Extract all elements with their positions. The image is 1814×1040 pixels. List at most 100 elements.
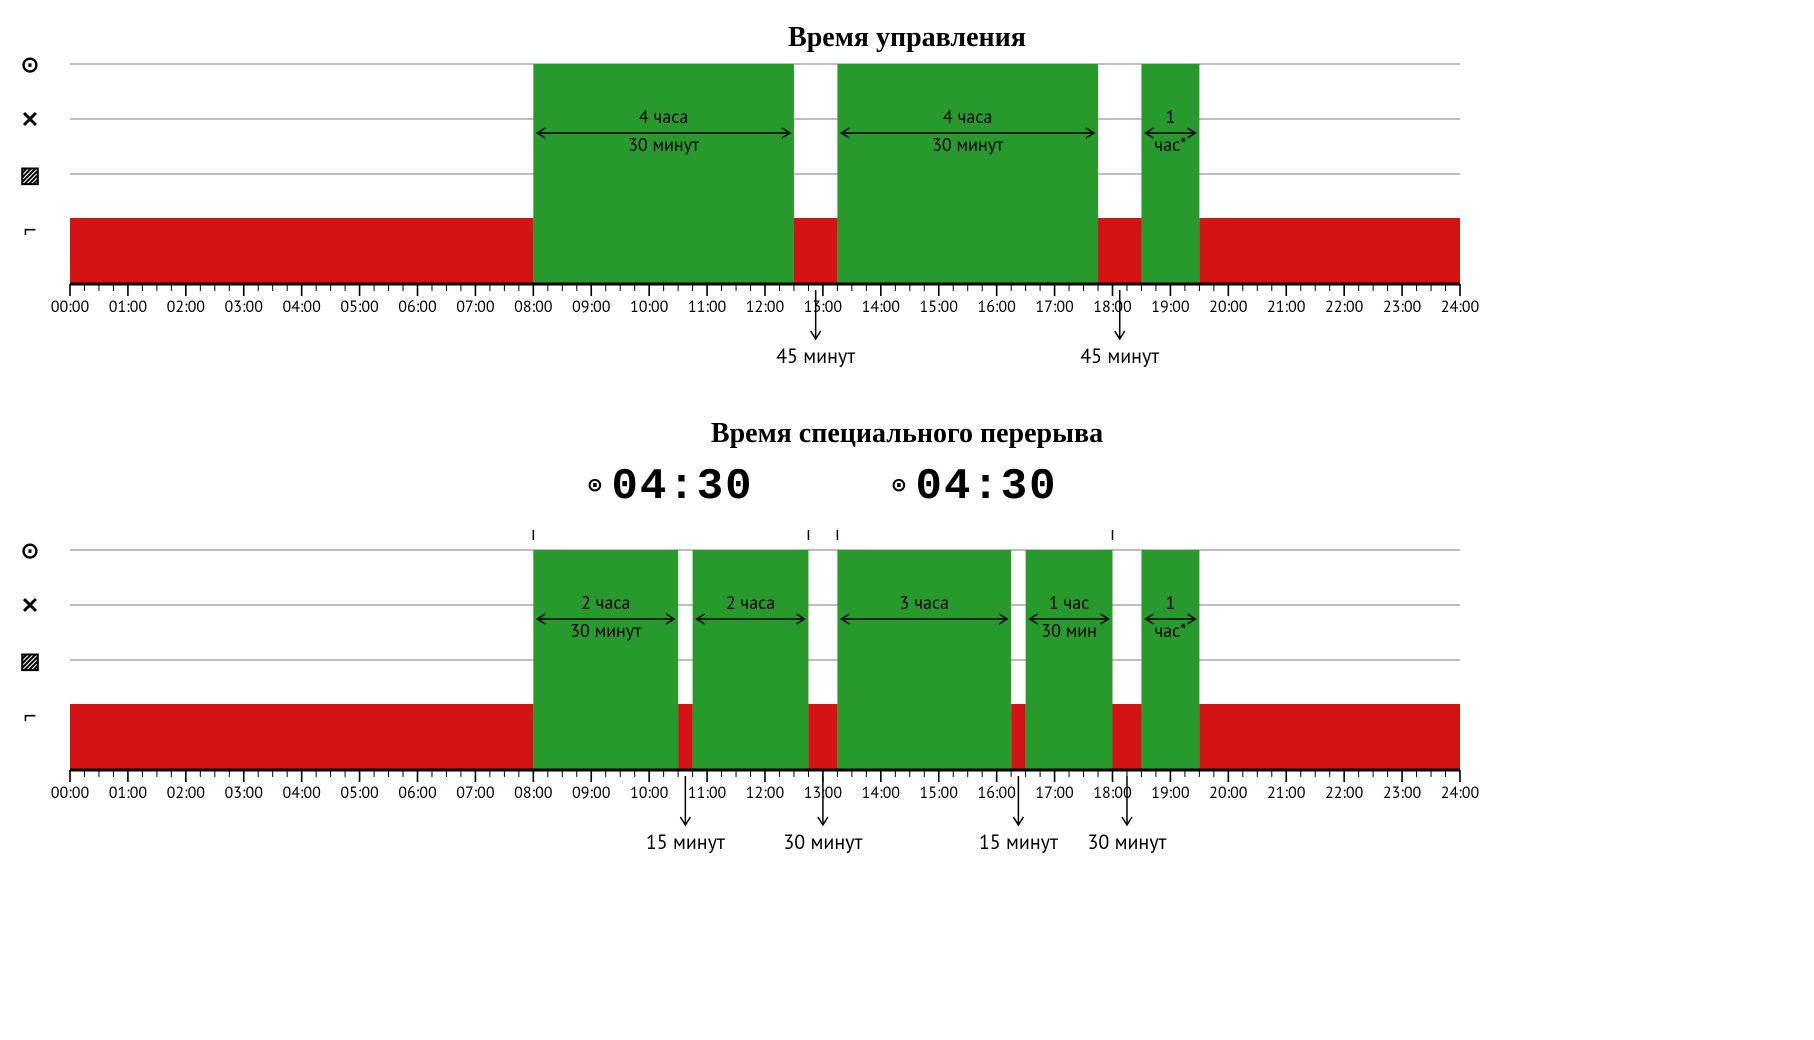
- rest-segment: [70, 704, 533, 770]
- break-label: 45 минут: [1080, 343, 1159, 369]
- row-icon: ✕: [21, 592, 39, 620]
- clock-readout: ⊙04:30: [551, 462, 791, 512]
- hour-label: 02:00: [167, 783, 206, 803]
- row-icon: ⌐: [24, 702, 37, 730]
- hour-label: 22:00: [1325, 297, 1364, 317]
- segment-label-line2: 30 минут: [932, 133, 1004, 156]
- chart-title: Время специального перерыва: [0, 418, 1814, 450]
- segment-label-line1: 1: [1166, 105, 1176, 128]
- hour-label: 10:00: [630, 297, 669, 317]
- rest-segment: [678, 704, 692, 770]
- timeline-chart: ⊙ ✕ ▨ ⌐ 2 часа 30 минут 2 часа 3 часа 1 час 30 ми…: [0, 530, 1814, 870]
- hour-label: 20:00: [1209, 297, 1248, 317]
- hour-label: 20:00: [1209, 783, 1248, 803]
- segment-label-line2: час*: [1154, 133, 1186, 156]
- row-icon: ✕: [21, 106, 39, 134]
- hour-label: 14:00: [862, 783, 901, 803]
- hour-label: 15:00: [920, 783, 959, 803]
- hour-label: 18:00: [1093, 783, 1132, 803]
- segment-label-line1: 1: [1166, 591, 1176, 614]
- hour-label: 18:00: [1093, 297, 1132, 317]
- drive-segment: [837, 64, 1098, 284]
- rest-segment: [1113, 704, 1142, 770]
- break-label: 30 минут: [783, 829, 862, 855]
- hour-label: 21:00: [1267, 297, 1306, 317]
- hour-label: 09:00: [572, 783, 611, 803]
- hour-label: 07:00: [456, 783, 495, 803]
- rest-segment: [70, 218, 533, 284]
- timeline-chart: ⊙ ✕ ▨ ⌐ 4 часа 30 минут 4 часа 30 минут 1 час* 00:…: [0, 44, 1814, 384]
- hour-label: 11:00: [688, 783, 727, 803]
- hour-label: 05:00: [340, 783, 379, 803]
- break-label: 15 минут: [646, 829, 725, 855]
- rest-segment: [794, 218, 837, 284]
- segment-label-line2: час*: [1154, 619, 1186, 642]
- segment-label-line1: 2 часа: [726, 591, 775, 614]
- hour-label: 03:00: [225, 783, 264, 803]
- hour-label: 23:00: [1383, 297, 1422, 317]
- break-label: 45 минут: [776, 343, 855, 369]
- rest-segment: [1199, 704, 1460, 770]
- row-icon: ▨: [20, 161, 41, 189]
- hour-label: 00:00: [51, 297, 90, 317]
- hour-label: 24:00: [1441, 783, 1480, 803]
- drive-segment: [1141, 550, 1199, 770]
- hour-label: 21:00: [1267, 783, 1306, 803]
- rest-segment: [1199, 218, 1460, 284]
- hour-label: 00:00: [51, 783, 90, 803]
- hour-label: 22:00: [1325, 783, 1364, 803]
- clock-readout: ⊙04:30: [855, 462, 1095, 512]
- segment-label-line1: 3 часа: [900, 591, 949, 614]
- drive-segment: [533, 550, 678, 770]
- break-label: 15 минут: [979, 829, 1058, 855]
- brace: [837, 530, 1112, 540]
- drive-segment: [533, 64, 794, 284]
- hour-label: 11:00: [688, 297, 727, 317]
- hour-label: 16:00: [977, 297, 1016, 317]
- hour-label: 16:00: [977, 783, 1016, 803]
- hour-label: 17:00: [1035, 783, 1074, 803]
- hour-label: 12:00: [746, 783, 785, 803]
- hour-label: 08:00: [514, 297, 553, 317]
- hour-label: 15:00: [920, 297, 959, 317]
- segment-label-line2: 30 минут: [628, 133, 700, 156]
- hour-label: 05:00: [340, 297, 379, 317]
- drive-segment: [837, 550, 1011, 770]
- hour-label: 06:00: [398, 297, 437, 317]
- hour-label: 17:00: [1035, 297, 1074, 317]
- hour-label: 19:00: [1151, 783, 1190, 803]
- drive-segment: [693, 550, 809, 770]
- rest-segment: [1098, 218, 1141, 284]
- rest-segment: [808, 704, 837, 770]
- hour-label: 13:00: [804, 297, 843, 317]
- segment-label-line1: 1 час: [1049, 591, 1089, 614]
- hour-label: 04:00: [282, 783, 321, 803]
- hour-label: 23:00: [1383, 783, 1422, 803]
- brace: [533, 530, 808, 540]
- row-icon: ⊙: [21, 537, 39, 565]
- row-icon: ▨: [20, 647, 41, 675]
- hour-label: 03:00: [225, 297, 264, 317]
- row-icon: ⌐: [24, 216, 37, 244]
- hour-label: 14:00: [862, 297, 901, 317]
- segment-label-line2: 30 минут: [570, 619, 642, 642]
- drive-segment: [1141, 64, 1199, 284]
- segment-label-line1: 4 часа: [639, 105, 688, 128]
- hour-label: 10:00: [630, 783, 669, 803]
- hour-label: 01:00: [109, 297, 148, 317]
- row-icon: ⊙: [21, 51, 39, 79]
- hour-label: 09:00: [572, 297, 611, 317]
- hour-label: 19:00: [1151, 297, 1190, 317]
- drive-segment: [1026, 550, 1113, 770]
- break-label: 30 минут: [1087, 829, 1166, 855]
- hour-label: 06:00: [398, 783, 437, 803]
- hour-label: 02:00: [167, 297, 206, 317]
- hour-label: 12:00: [746, 297, 785, 317]
- segment-label-line2: 30 мин: [1041, 619, 1097, 642]
- hour-label: 24:00: [1441, 297, 1480, 317]
- hour-label: 07:00: [456, 297, 495, 317]
- segment-label-line1: 4 часа: [943, 105, 992, 128]
- segment-label-line1: 2 часа: [581, 591, 630, 614]
- hour-label: 08:00: [514, 783, 553, 803]
- hour-label: 04:00: [282, 297, 321, 317]
